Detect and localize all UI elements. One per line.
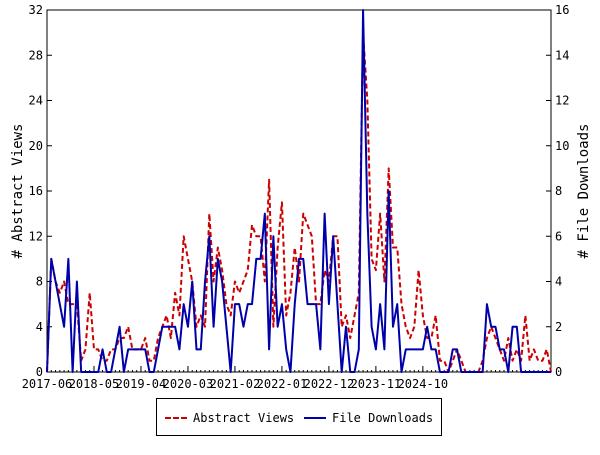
y-left-tick-label: 20: [29, 139, 43, 153]
y-right-tick-label: 6: [555, 229, 562, 243]
y-right-tick-label: 8: [555, 184, 562, 198]
legend-item-abstract-views: Abstract Views: [165, 410, 294, 426]
legend-swatch-file-downloads: [304, 417, 326, 419]
x-tick-label: 2021-02: [210, 377, 261, 391]
legend-swatch-abstract-views: [165, 417, 187, 419]
legend-item-file-downloads: File Downloads: [304, 410, 433, 426]
x-tick-label: 2022-01: [257, 377, 308, 391]
x-tick-label: 2017-06: [22, 377, 73, 391]
y-right-tick-label: 12: [555, 94, 569, 108]
x-tick-label: 2018-05: [69, 377, 120, 391]
legend-label-abstract-views: Abstract Views: [193, 411, 295, 425]
y-left-tick-label: 0: [36, 365, 43, 379]
series-line-abstract-views: [46, 31, 552, 373]
plot-frame: [46, 9, 552, 373]
y-axis-right-title: # File Downloads: [576, 124, 592, 259]
y-right-tick-label: 14: [555, 48, 569, 62]
series-layer: [46, 9, 552, 373]
y-right-tick-label: 2: [555, 320, 562, 334]
y-right-tick-label: 4: [555, 275, 562, 289]
y-axis-left-title: # Abstract Views: [10, 124, 26, 259]
x-tick-label: 2022-12: [304, 377, 355, 391]
x-tick-label: 2019-04: [116, 377, 167, 391]
y-right-tick-label: 0: [555, 365, 562, 379]
y-right-tick-label: 16: [555, 3, 569, 17]
x-tick-label: 2023-11: [351, 377, 402, 391]
y-left-tick-label: 28: [29, 48, 43, 62]
y-right-tick-label: 10: [555, 139, 569, 153]
y-left-tick-label: 24: [29, 94, 43, 108]
y-left-tick-label: 32: [29, 3, 43, 17]
y-left-tick-label: 4: [36, 320, 43, 334]
y-left-tick-label: 12: [29, 229, 43, 243]
series-line-file-downloads: [46, 9, 551, 373]
x-tick-label: 2024-10: [398, 377, 449, 391]
legend: Abstract Views File Downloads: [156, 398, 442, 436]
x-tick-label: 2020-03: [163, 377, 214, 391]
y-left-tick-label: 8: [36, 275, 43, 289]
ticks-layer: 04812162024283202468101214162017-062018-…: [22, 3, 570, 391]
legend-label-file-downloads: File Downloads: [332, 411, 434, 425]
y-left-tick-label: 16: [29, 184, 43, 198]
